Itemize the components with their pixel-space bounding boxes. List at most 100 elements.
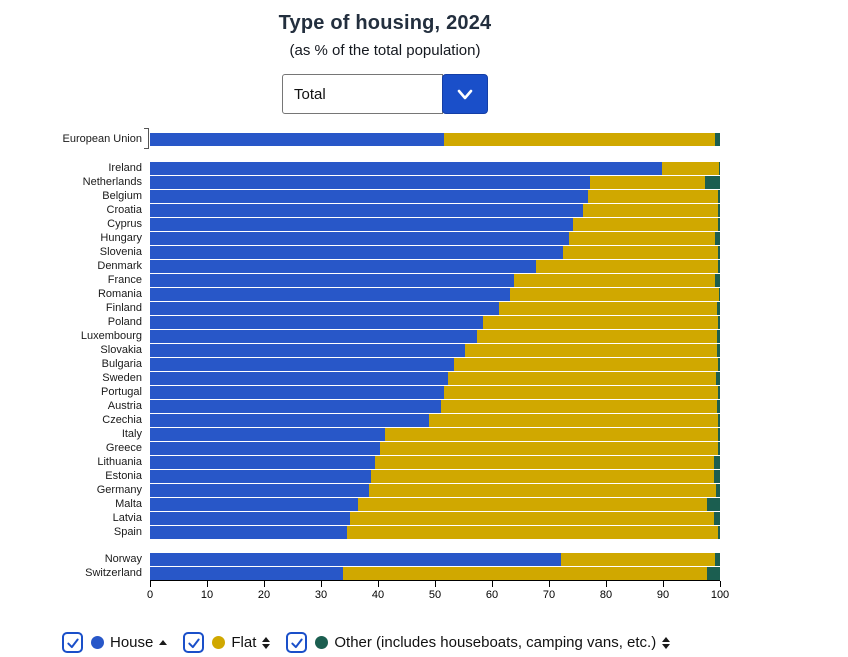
segment-flat[interactable] — [428, 413, 718, 427]
bar-netherlands[interactable] — [150, 175, 720, 189]
segment-house[interactable] — [150, 552, 561, 566]
segment-house[interactable] — [150, 371, 449, 385]
bar-ireland[interactable] — [150, 161, 720, 175]
house-legend-label[interactable]: House — [110, 634, 154, 651]
segment-other[interactable] — [717, 245, 720, 259]
bar-switzerland[interactable] — [150, 566, 720, 580]
segment-house[interactable] — [150, 399, 442, 413]
segment-other[interactable] — [718, 427, 720, 441]
segment-house[interactable] — [150, 343, 465, 357]
segment-flat[interactable] — [590, 175, 706, 189]
bar-poland[interactable] — [150, 315, 720, 329]
segment-flat[interactable] — [510, 287, 719, 301]
segment-house[interactable] — [150, 441, 381, 455]
segment-flat[interactable] — [662, 161, 719, 175]
segment-house[interactable] — [150, 385, 445, 399]
segment-flat[interactable] — [441, 399, 717, 413]
segment-flat[interactable] — [350, 511, 714, 525]
segment-flat[interactable] — [346, 525, 718, 539]
bar-luxembourg[interactable] — [150, 329, 720, 343]
house-sort-button[interactable] — [159, 640, 168, 645]
other-sort-button[interactable] — [662, 636, 671, 649]
bar-european-union[interactable] — [150, 132, 720, 146]
segment-flat[interactable] — [385, 427, 719, 441]
segment-house[interactable] — [150, 469, 372, 483]
segment-house[interactable] — [150, 273, 515, 287]
segment-flat[interactable] — [444, 132, 715, 146]
segment-flat[interactable] — [560, 552, 715, 566]
segment-house[interactable] — [150, 511, 351, 525]
flat-checkbox[interactable] — [183, 632, 205, 653]
bar-spain[interactable] — [150, 525, 720, 539]
bar-italy[interactable] — [150, 427, 720, 441]
segment-other[interactable] — [718, 287, 720, 301]
bar-malta[interactable] — [150, 497, 720, 511]
other-checkbox[interactable] — [286, 632, 308, 653]
other-legend-label[interactable]: Other (includes houseboats, camping vans… — [334, 634, 657, 651]
segment-other[interactable] — [713, 511, 720, 525]
segment-house[interactable] — [150, 287, 511, 301]
segment-other[interactable] — [715, 273, 720, 287]
segment-flat[interactable] — [371, 469, 714, 483]
segment-house[interactable] — [150, 497, 359, 511]
segment-other[interactable] — [714, 132, 720, 146]
segment-other[interactable] — [717, 413, 720, 427]
segment-other[interactable] — [705, 175, 720, 189]
segment-other[interactable] — [713, 455, 720, 469]
segment-other[interactable] — [717, 203, 720, 217]
segment-other[interactable] — [718, 441, 720, 455]
bar-estonia[interactable] — [150, 469, 720, 483]
segment-other[interactable] — [717, 525, 720, 539]
segment-flat[interactable] — [375, 455, 714, 469]
segment-house[interactable] — [150, 203, 584, 217]
segment-other[interactable] — [718, 315, 720, 329]
bar-finland[interactable] — [150, 301, 720, 315]
segment-other[interactable] — [706, 566, 720, 580]
bar-lithuania[interactable] — [150, 455, 720, 469]
segment-flat[interactable] — [368, 483, 716, 497]
segment-other[interactable] — [716, 329, 720, 343]
dropdown-button[interactable] — [442, 74, 488, 114]
segment-house[interactable] — [150, 245, 563, 259]
flat-legend-label[interactable]: Flat — [231, 634, 257, 651]
segment-other[interactable] — [718, 217, 720, 231]
bar-latvia[interactable] — [150, 511, 720, 525]
segment-house[interactable] — [150, 455, 376, 469]
bar-belgium[interactable] — [150, 189, 720, 203]
segment-house[interactable] — [150, 301, 499, 315]
segment-flat[interactable] — [342, 566, 707, 580]
segment-flat[interactable] — [444, 385, 718, 399]
segment-other[interactable] — [718, 357, 720, 371]
bar-croatia[interactable] — [150, 203, 720, 217]
segment-flat[interactable] — [568, 231, 716, 245]
segment-flat[interactable] — [583, 203, 718, 217]
segment-flat[interactable] — [448, 371, 716, 385]
house-checkbox[interactable] — [62, 632, 83, 653]
segment-house[interactable] — [150, 189, 589, 203]
bar-hungary[interactable] — [150, 231, 720, 245]
segment-house[interactable] — [150, 259, 537, 273]
segment-other[interactable] — [716, 483, 720, 497]
segment-other[interactable] — [717, 189, 720, 203]
segment-other[interactable] — [716, 343, 720, 357]
segment-house[interactable] — [150, 217, 573, 231]
segment-flat[interactable] — [536, 259, 718, 273]
segment-flat[interactable] — [476, 329, 717, 343]
segment-other[interactable] — [707, 497, 720, 511]
segment-other[interactable] — [716, 301, 720, 315]
bar-sweden[interactable] — [150, 371, 720, 385]
bar-romania[interactable] — [150, 287, 720, 301]
segment-flat[interactable] — [380, 441, 719, 455]
segment-flat[interactable] — [464, 343, 717, 357]
segment-house[interactable] — [150, 132, 445, 146]
segment-house[interactable] — [150, 175, 591, 189]
bar-slovenia[interactable] — [150, 245, 720, 259]
bar-slovakia[interactable] — [150, 343, 720, 357]
segment-house[interactable] — [150, 161, 663, 175]
segment-house[interactable] — [150, 231, 569, 245]
bar-norway[interactable] — [150, 552, 720, 566]
bar-portugal[interactable] — [150, 385, 720, 399]
segment-house[interactable] — [150, 566, 343, 580]
bar-austria[interactable] — [150, 399, 720, 413]
dropdown-value[interactable]: Total — [282, 74, 443, 114]
